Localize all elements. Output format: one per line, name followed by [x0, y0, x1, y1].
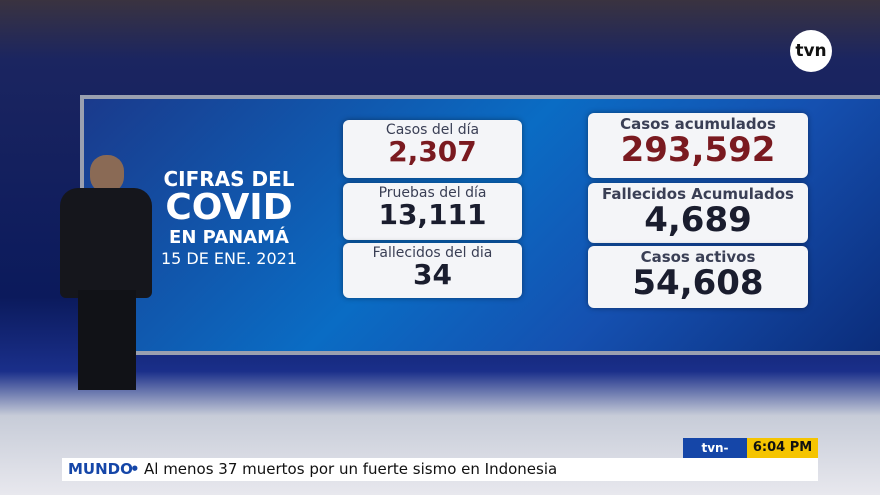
news-ticker: MUNDO • Al menos 37 muertos por un fuert…	[62, 458, 818, 481]
stat-label: Pruebas del día	[378, 185, 487, 201]
stat-card: Fallecidos del dia 34	[343, 243, 522, 298]
stat-value: 2,307	[388, 135, 477, 168]
ticker-headline: Al menos 37 muertos por un fuerte sismo …	[144, 460, 558, 478]
clock: 6:04 PM	[747, 438, 818, 458]
stat-value: 293,592	[620, 130, 776, 170]
title-line: CIFRAS DEL	[163, 167, 295, 191]
title-line: COVID	[165, 187, 293, 228]
stat-value: 54,608	[632, 263, 764, 303]
ticker-separator: •	[130, 460, 140, 478]
presenter-head	[90, 155, 124, 193]
ticker-section: MUNDO	[68, 460, 133, 478]
presenter-body	[60, 188, 152, 298]
stat-value: 13,111	[378, 198, 487, 231]
stat-card: Fallecidos Acumulados 4,689	[588, 183, 808, 243]
stat-value: 34	[413, 258, 452, 291]
stat-card: Pruebas del día 13,111	[343, 183, 522, 240]
channel-logo: tvn	[790, 30, 832, 72]
stat-value: 4,689	[644, 200, 752, 240]
title-date: 15 DE ENE. 2021	[160, 249, 298, 268]
presenter-legs	[78, 290, 136, 390]
stat-label: Casos acumulados	[620, 115, 776, 133]
stat-card: Casos del día 2,307	[343, 120, 522, 178]
stat-card: Casos acumulados 293,592	[588, 113, 808, 178]
stat-card: Casos activos 54,608	[588, 246, 808, 308]
title-line: EN PANAMÁ	[169, 227, 289, 248]
stat-label: Fallecidos del dia	[372, 245, 493, 261]
site-label: tvn-2.com	[683, 438, 747, 475]
stat-label: Fallecidos Acumulados	[602, 185, 794, 203]
stat-label: Casos activos	[640, 248, 756, 266]
stat-label: Casos del día	[385, 122, 480, 138]
